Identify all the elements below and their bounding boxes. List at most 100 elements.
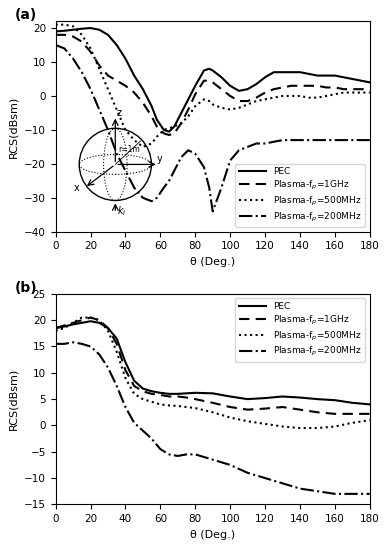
Plasma-f$_p$=200MHz [71, 339, 75, 346]
Plasma-f$_p$=200MHz [179, 154, 184, 161]
Plasma-f$_p$=200MHz [71, 55, 75, 62]
PEC [280, 393, 285, 400]
PEC [333, 397, 337, 403]
Plasma-f$_p$=500MHz [193, 103, 197, 110]
Plasma-f$_p$=1GHz [263, 406, 267, 412]
Plasma-f$_p$=200MHz [367, 137, 372, 144]
Plasma-f$_p$=1GHz [167, 132, 171, 138]
Plasma-f$_p$=200MHz [80, 69, 84, 76]
PEC [202, 67, 206, 74]
Plasma-f$_p$=1GHz [207, 77, 211, 84]
Plasma-f$_p$=500MHz [359, 89, 364, 96]
Plasma-f$_p$=500MHz [333, 91, 337, 98]
PEC [172, 123, 177, 130]
Plasma-f$_p$=1GHz [175, 393, 180, 400]
Plasma-f$_p$=200MHz [324, 137, 329, 144]
Line: Plasma-f$_p$=500MHz: Plasma-f$_p$=500MHz [55, 25, 370, 147]
Plasma-f$_p$=500MHz [341, 89, 346, 96]
Plasma-f$_p$=500MHz [350, 420, 355, 426]
PEC [88, 318, 93, 324]
Plasma-f$_p$=500MHz [97, 317, 102, 323]
Plasma-f$_p$=200MHz [210, 208, 215, 215]
Plasma-f$_p$=500MHz [272, 94, 276, 101]
Plasma-f$_p$=1GHz [333, 410, 337, 417]
PEC [272, 69, 276, 76]
Plasma-f$_p$=1GHz [307, 83, 311, 89]
Plasma-f$_p$=1GHz [140, 388, 145, 395]
Plasma-f$_p$=500MHz [298, 93, 302, 99]
Plasma-f$_p$=500MHz [106, 327, 110, 334]
Plasma-f$_p$=500MHz [219, 105, 224, 111]
Plasma-f$_p$=200MHz [245, 144, 250, 150]
Plasma-f$_p$=200MHz [298, 137, 302, 144]
Plasma-f$_p$=1GHz [324, 84, 329, 91]
PEC [149, 388, 154, 395]
PEC [175, 391, 180, 397]
Plasma-f$_p$=1GHz [333, 84, 337, 91]
Plasma-f$_p$=200MHz [315, 137, 320, 144]
Plasma-f$_p$=1GHz [80, 317, 84, 323]
PEC [53, 28, 58, 35]
Text: (b): (b) [15, 281, 37, 295]
Plasma-f$_p$=1GHz [123, 367, 128, 374]
Plasma-f$_p$=200MHz [210, 456, 215, 463]
Plasma-f$_p$=200MHz [359, 137, 364, 144]
Plasma-f$_p$=500MHz [53, 327, 58, 334]
Plasma-f$_p$=200MHz [193, 451, 197, 458]
PEC [123, 55, 128, 62]
Plasma-f$_p$=200MHz [333, 490, 337, 497]
Plasma-f$_p$=1GHz [179, 120, 184, 127]
Plasma-f$_p$=200MHz [123, 167, 128, 174]
PEC [132, 72, 137, 79]
Plasma-f$_p$=500MHz [71, 23, 75, 30]
Plasma-f$_p$=1GHz [114, 340, 119, 347]
PEC [315, 72, 320, 79]
Plasma-f$_p$=200MHz [167, 178, 171, 184]
Plasma-f$_p$=500MHz [167, 125, 171, 132]
Plasma-f$_p$=1GHz [359, 86, 364, 93]
Plasma-f$_p$=1GHz [123, 83, 128, 89]
PEC [210, 67, 215, 74]
Plasma-f$_p$=200MHz [350, 490, 355, 497]
Plasma-f$_p$=200MHz [97, 351, 102, 358]
X-axis label: θ (Deg.): θ (Deg.) [190, 530, 235, 540]
Line: PEC: PEC [55, 321, 370, 404]
Line: Plasma-f$_p$=1GHz: Plasma-f$_p$=1GHz [55, 35, 370, 135]
Plasma-f$_p$=500MHz [210, 101, 215, 108]
Plasma-f$_p$=200MHz [53, 340, 58, 347]
PEC [210, 390, 215, 397]
Plasma-f$_p$=200MHz [186, 147, 191, 153]
Plasma-f$_p$=500MHz [149, 140, 154, 147]
Plasma-f$_p$=1GHz [315, 83, 320, 89]
Line: Plasma-f$_p$=1GHz: Plasma-f$_p$=1GHz [55, 317, 370, 414]
Plasma-f$_p$=1GHz [341, 86, 346, 93]
PEC [350, 76, 355, 82]
Plasma-f$_p$=200MHz [272, 139, 276, 145]
Plasma-f$_p$=1GHz [210, 399, 215, 406]
Plasma-f$_p$=500MHz [254, 98, 259, 104]
Plasma-f$_p$=200MHz [298, 486, 302, 492]
Line: Plasma-f$_p$=200MHz: Plasma-f$_p$=200MHz [55, 45, 370, 212]
Plasma-f$_p$=1GHz [289, 83, 294, 89]
X-axis label: θ (Deg.): θ (Deg.) [190, 257, 235, 267]
PEC [207, 66, 211, 72]
PEC [367, 401, 372, 408]
PEC [97, 319, 102, 326]
Plasma-f$_p$=1GHz [193, 91, 197, 98]
Plasma-f$_p$=500MHz [172, 123, 177, 130]
PEC [62, 27, 67, 34]
PEC [193, 390, 197, 396]
Plasma-f$_p$=1GHz [71, 33, 75, 40]
Plasma-f$_p$=500MHz [333, 423, 337, 430]
Plasma-f$_p$=1GHz [367, 86, 372, 93]
Plasma-f$_p$=200MHz [140, 195, 145, 201]
PEC [106, 325, 110, 332]
Plasma-f$_p$=1GHz [350, 410, 355, 417]
Plasma-f$_p$=200MHz [193, 150, 197, 157]
PEC [186, 96, 191, 102]
Plasma-f$_p$=1GHz [88, 314, 93, 321]
Plasma-f$_p$=500MHz [210, 409, 215, 415]
PEC [53, 325, 58, 332]
PEC [367, 79, 372, 85]
PEC [350, 399, 355, 406]
